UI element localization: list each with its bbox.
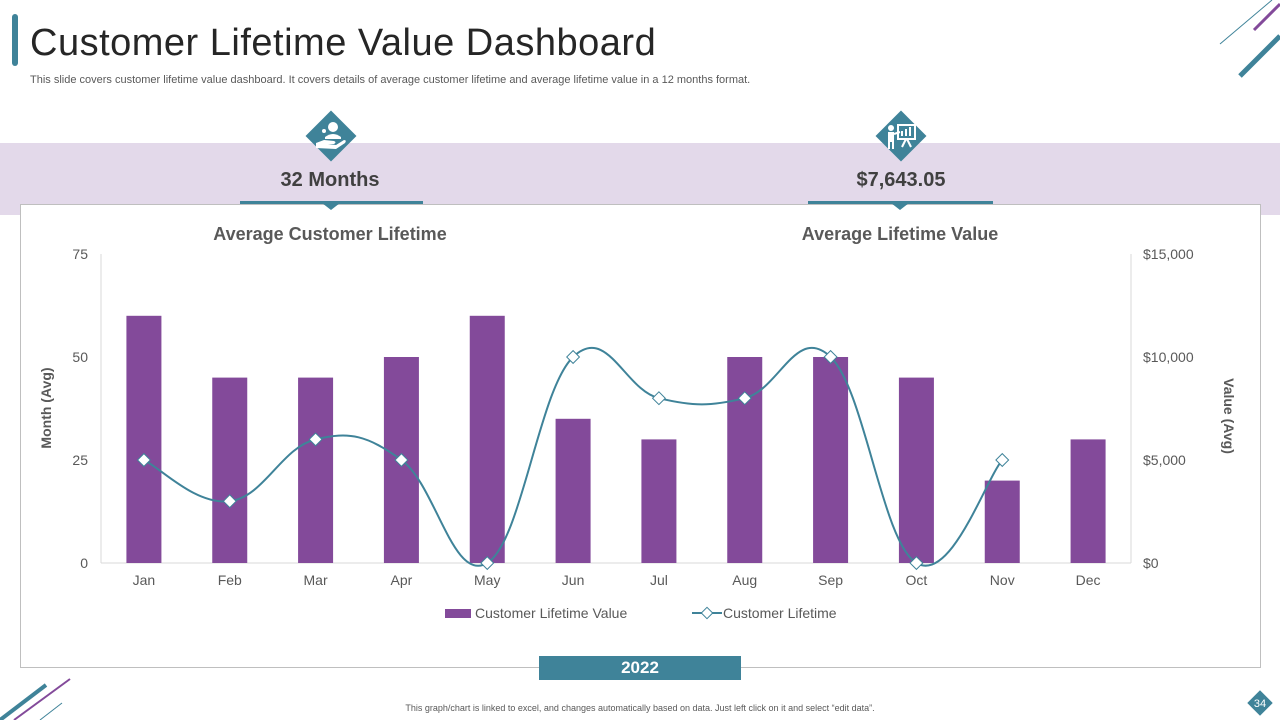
- bar: [984, 480, 1020, 563]
- bar: [469, 315, 505, 563]
- line-point-marker: [136, 452, 151, 468]
- bar: [898, 377, 934, 563]
- x-tick-label: Jul: [650, 572, 668, 588]
- y-axis-left-title: Month (Avg): [38, 367, 54, 448]
- y-tick-left-label: 25: [72, 452, 88, 468]
- x-tick-label: Oct: [906, 572, 928, 588]
- presenter-board-icon: [875, 110, 927, 162]
- y-tick-right-label: $10,000: [1143, 349, 1194, 365]
- page-title: Customer Lifetime Value Dashboard: [30, 22, 657, 64]
- page-number-badge: 34: [1247, 690, 1273, 716]
- kpi-underline-right: [808, 201, 993, 204]
- bottom-left-decoration: [0, 678, 71, 720]
- x-tick-label: Dec: [1076, 572, 1101, 588]
- line-point-marker: [566, 349, 581, 365]
- y-tick-left-label: 0: [80, 555, 88, 571]
- legend-label-line: Customer Lifetime: [723, 605, 837, 621]
- title-accent-bar: [12, 14, 18, 66]
- heading-avg-customer-lifetime: Average Customer Lifetime: [213, 224, 447, 244]
- kpi-avg-lifetime-value: $7,643.05: [856, 169, 946, 191]
- x-tick-label: Aug: [732, 572, 757, 588]
- y-axis-right-title: Value (Avg): [1221, 378, 1237, 454]
- x-tick-label: Jan: [133, 572, 156, 588]
- x-tick-label: Nov: [990, 572, 1015, 588]
- x-tick-label: Jun: [562, 572, 585, 588]
- year-badge: 2022: [539, 656, 741, 680]
- legend-swatch-bar: [445, 609, 471, 618]
- line-point-marker: [480, 555, 495, 571]
- x-tick-label: Sep: [818, 572, 843, 588]
- bar: [813, 357, 849, 563]
- bar: [555, 418, 591, 563]
- page-number: 34: [1254, 698, 1266, 710]
- bar: [727, 357, 763, 563]
- line-point-marker: [394, 452, 409, 468]
- y-tick-left-label: 75: [72, 246, 88, 262]
- line-point-marker: [995, 452, 1010, 468]
- line-point-marker: [651, 391, 666, 406]
- line-point-marker: [909, 555, 924, 571]
- line-point-marker: [737, 391, 752, 406]
- legend-swatch-marker: [700, 606, 714, 620]
- heading-avg-lifetime-value: Average Lifetime Value: [801, 224, 999, 244]
- kpi-avg-customer-lifetime-value: 32 Months: [280, 169, 380, 191]
- x-tick-label: Mar: [304, 572, 328, 588]
- footnote: This graph/chart is linked to excel, and…: [405, 703, 875, 713]
- x-tick-label: Feb: [218, 572, 242, 588]
- line-point-marker: [222, 494, 237, 509]
- top-right-decoration: [1219, 0, 1280, 78]
- hand-customer-icon: [305, 110, 357, 162]
- y-tick-right-label: $0: [1143, 555, 1159, 571]
- legend-label-bar: Customer Lifetime Value: [475, 605, 627, 621]
- line-point-marker: [308, 432, 323, 447]
- page-subtitle: This slide covers customer lifetime valu…: [30, 74, 751, 86]
- bar: [641, 439, 677, 563]
- kpi-underline-left: [240, 201, 423, 204]
- bar: [298, 377, 334, 563]
- x-tick-label: May: [474, 572, 500, 588]
- bar: [212, 377, 248, 563]
- y-tick-right-label: $15,000: [1143, 246, 1194, 262]
- kpi-notch-right: [891, 203, 909, 210]
- y-tick-right-label: $5,000: [1143, 452, 1186, 468]
- y-tick-left-label: 50: [72, 349, 88, 365]
- bar: [1070, 439, 1106, 563]
- kpi-notch-left: [322, 203, 340, 210]
- x-tick-label: Apr: [391, 572, 413, 588]
- line-point-marker: [823, 349, 838, 365]
- kpi-band: [0, 143, 1280, 215]
- bar: [126, 315, 162, 563]
